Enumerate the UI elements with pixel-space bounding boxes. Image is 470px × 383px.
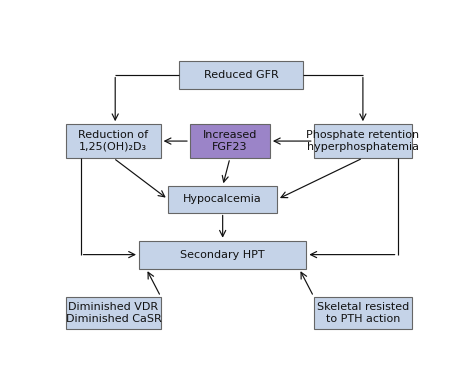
Text: Phosphate retention
hyperphosphatemia: Phosphate retention hyperphosphatemia [306, 130, 419, 152]
FancyBboxPatch shape [168, 186, 277, 213]
FancyBboxPatch shape [66, 296, 161, 329]
Text: Diminished VDR
Diminished CaSR: Diminished VDR Diminished CaSR [65, 302, 161, 324]
Text: Reduced GFR: Reduced GFR [204, 70, 278, 80]
FancyBboxPatch shape [314, 296, 412, 329]
Text: Skeletal resisted
to PTH action: Skeletal resisted to PTH action [317, 302, 409, 324]
Text: Secondary HPT: Secondary HPT [180, 250, 265, 260]
FancyBboxPatch shape [179, 61, 303, 89]
Text: Hypocalcemia: Hypocalcemia [183, 194, 262, 204]
Text: Increased
FGF23: Increased FGF23 [203, 130, 257, 152]
FancyBboxPatch shape [314, 124, 412, 158]
FancyBboxPatch shape [139, 241, 306, 268]
Text: Reduction of
1,25(OH)₂D₃: Reduction of 1,25(OH)₂D₃ [78, 130, 149, 152]
FancyBboxPatch shape [66, 124, 161, 158]
FancyBboxPatch shape [190, 124, 270, 158]
